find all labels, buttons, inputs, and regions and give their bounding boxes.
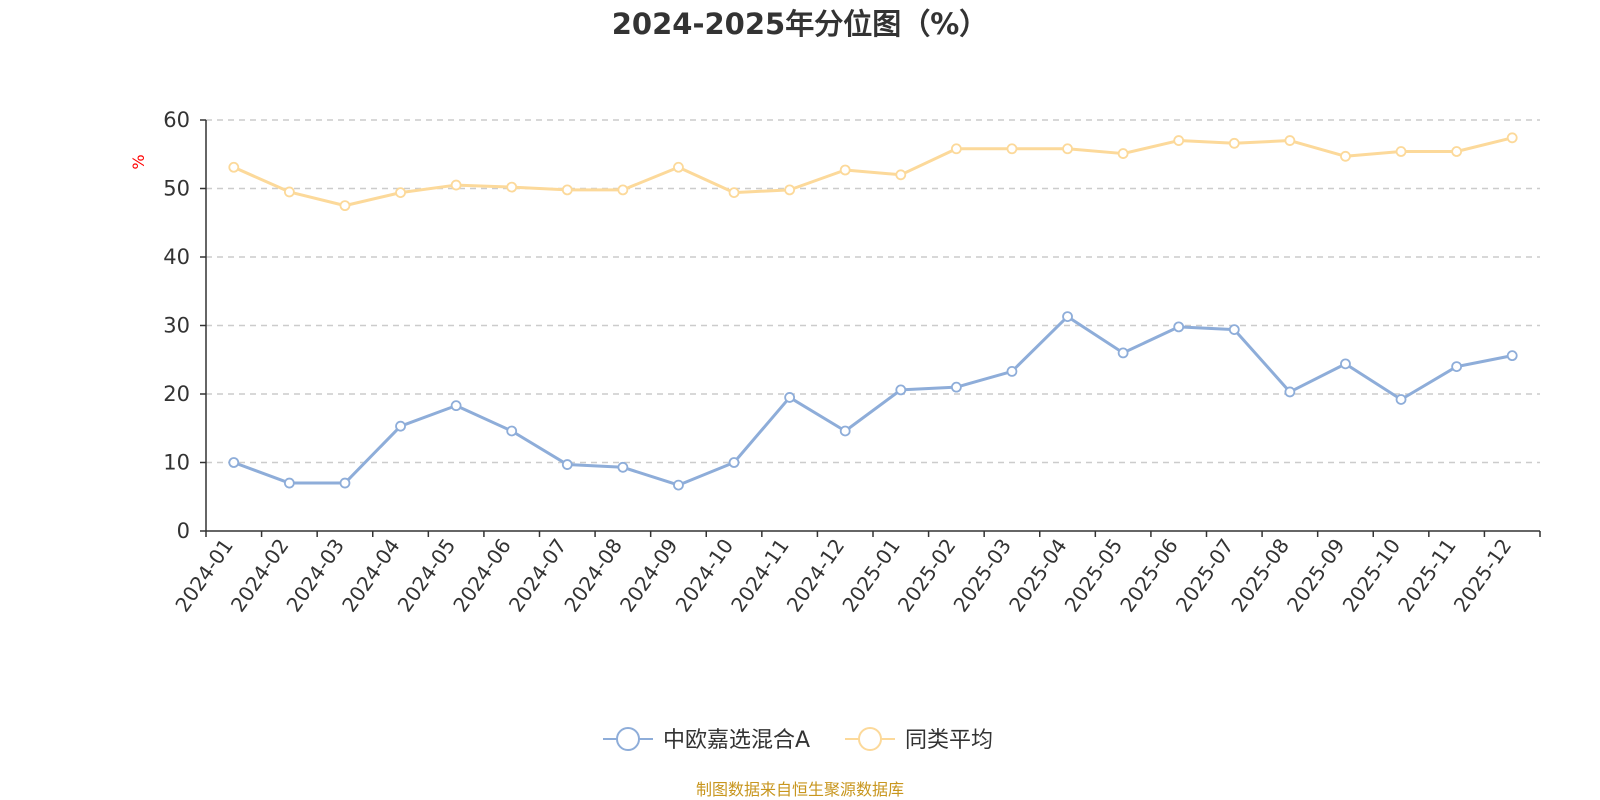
y-tick-label: 20 (163, 382, 190, 406)
data-point[interactable] (1340, 150, 1351, 162)
data-point[interactable] (1451, 361, 1463, 373)
data-point[interactable] (839, 164, 851, 176)
data-point[interactable] (1006, 365, 1018, 377)
data-point[interactable] (673, 479, 684, 491)
data-point[interactable] (1395, 394, 1407, 405)
data-point[interactable] (617, 184, 629, 196)
data-point[interactable] (395, 187, 406, 199)
y-tick-label: 60 (163, 108, 190, 132)
data-point[interactable] (561, 184, 573, 196)
data-point[interactable] (1228, 324, 1240, 336)
data-point[interactable] (1117, 347, 1129, 359)
data-point[interactable] (450, 179, 462, 191)
data-point[interactable] (395, 420, 406, 432)
data-point[interactable] (339, 200, 351, 212)
data-point[interactable] (1173, 321, 1185, 333)
data-point[interactable] (339, 477, 351, 489)
data-point[interactable] (1506, 350, 1518, 362)
data-point[interactable] (283, 186, 295, 198)
chart-title: 2024-2025年分位图（%） (611, 7, 989, 41)
data-point[interactable] (728, 187, 740, 199)
data-point[interactable] (839, 425, 851, 437)
data-point[interactable] (1284, 135, 1296, 146)
data-point[interactable] (617, 461, 629, 473)
data-point[interactable] (228, 161, 240, 173)
legend-item-0[interactable]: 中欧嘉选混合A (603, 727, 810, 753)
data-point[interactable] (673, 161, 684, 173)
source-note: 制图数据来自恒生聚源数据库 (695, 780, 904, 799)
y-tick-label: 0 (177, 519, 190, 543)
legend-label: 中欧嘉选混合A (663, 728, 810, 753)
data-point[interactable] (1062, 311, 1073, 322)
series-line-0 (233, 315, 1513, 487)
data-point[interactable] (1451, 146, 1463, 157)
data-point[interactable] (1062, 143, 1073, 155)
data-point[interactable] (228, 457, 240, 468)
series-layer (228, 132, 1518, 491)
data-point[interactable] (950, 143, 962, 155)
data-point[interactable] (1395, 146, 1407, 157)
legend[interactable]: 中欧嘉选混合A 同类平均 (603, 727, 993, 753)
legend-item-1[interactable]: 同类平均 (845, 727, 993, 753)
legend-marker (616, 727, 640, 751)
y-tick-label: 30 (163, 314, 190, 338)
data-point[interactable] (784, 392, 796, 403)
data-point[interactable] (895, 169, 907, 181)
data-point[interactable] (895, 384, 907, 396)
y-tick-label: 50 (163, 177, 190, 201)
data-point[interactable] (506, 181, 518, 193)
legend-label: 同类平均 (905, 728, 993, 753)
series-line-1 (233, 136, 1513, 208)
data-point[interactable] (506, 425, 518, 437)
data-point[interactable] (1506, 132, 1518, 144)
data-point[interactable] (1284, 386, 1296, 398)
data-point[interactable] (561, 459, 573, 470)
data-point[interactable] (1006, 143, 1018, 155)
axes: % 01020304050602024-012024-022024-032024… (129, 108, 1541, 616)
y-tick-label: 40 (163, 245, 190, 269)
data-point[interactable] (1117, 148, 1129, 159)
data-point[interactable] (450, 400, 462, 412)
data-point[interactable] (1228, 137, 1240, 149)
data-point[interactable] (283, 477, 295, 489)
data-point[interactable] (728, 457, 740, 468)
y-axis-label: % (129, 154, 148, 169)
data-point[interactable] (784, 184, 796, 196)
data-point[interactable] (950, 381, 962, 393)
legend-marker (858, 727, 882, 751)
data-point[interactable] (1173, 135, 1185, 146)
data-point[interactable] (1340, 358, 1351, 370)
x-tick-label: 2025-12 (1449, 534, 1517, 616)
y-tick-label: 10 (163, 451, 190, 475)
